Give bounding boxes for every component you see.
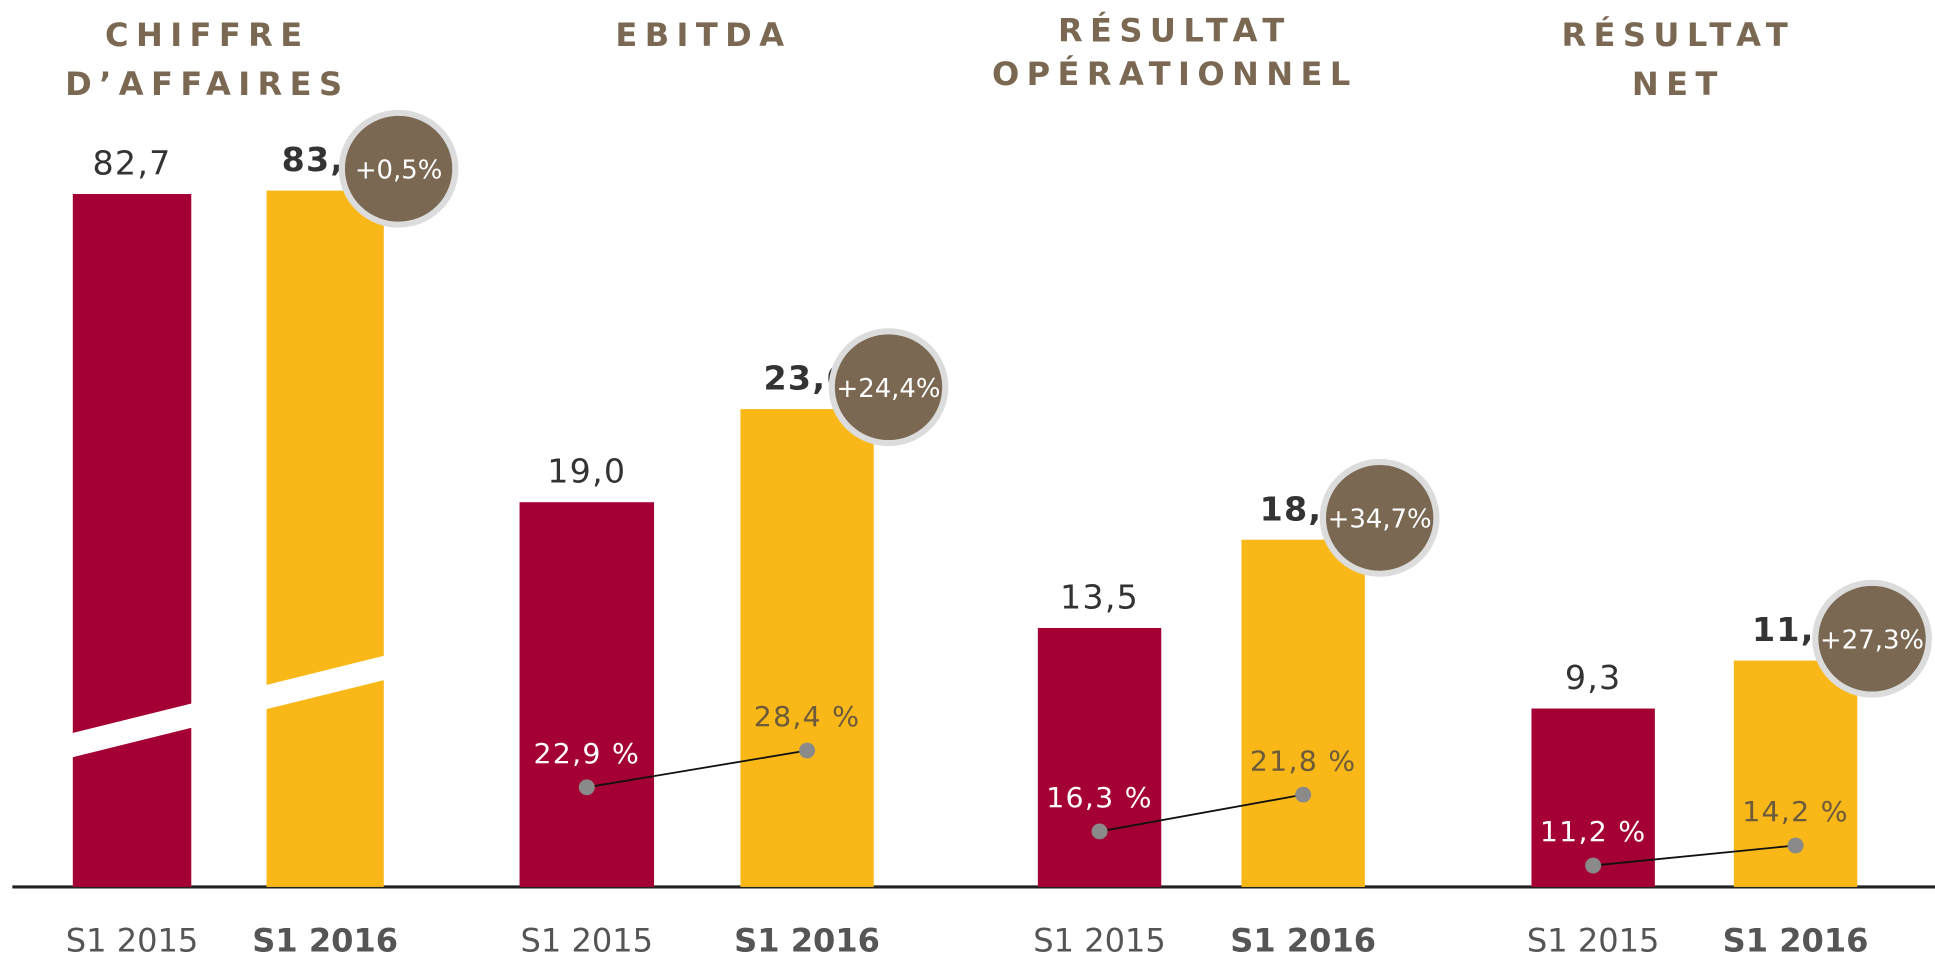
- change-label: +0,5%: [355, 156, 443, 186]
- change-badge: [1812, 579, 1932, 698]
- margin-label: 28,4 %: [754, 700, 861, 733]
- margin-label: 16,3 %: [1046, 781, 1153, 814]
- x-tick-label: S1 2016: [252, 922, 398, 960]
- change-label: +34,7%: [1328, 505, 1432, 535]
- margin-label: 14,2 %: [1742, 795, 1849, 828]
- x-tick-label: S1 2016: [734, 922, 880, 960]
- x-tick-label: S1 2015: [1033, 922, 1166, 960]
- bar: [1241, 539, 1365, 887]
- margin-label: 22,9 %: [534, 737, 641, 770]
- margin-line: [1593, 844, 1796, 867]
- x-tick-label: S1 2015: [520, 922, 653, 960]
- panel-title: OPÉRATIONNEL: [992, 55, 1358, 93]
- margin-dot: [799, 742, 816, 759]
- x-tick-label: S1 2015: [66, 922, 199, 960]
- panel-title: CHIFFRE: [105, 16, 310, 54]
- change-label: +24,4%: [837, 374, 941, 404]
- margin-dot: [1787, 837, 1804, 854]
- value-label: 82,7: [92, 144, 171, 183]
- margin-dot: [1585, 857, 1602, 874]
- bar: [740, 409, 874, 887]
- change-badge: [1319, 458, 1440, 577]
- bar: [519, 502, 655, 887]
- margin-label: 11,2 %: [1540, 815, 1647, 848]
- change-badge: [828, 328, 949, 447]
- bar: [1531, 708, 1655, 887]
- bar: [72, 193, 192, 887]
- value-label: 19,0: [547, 452, 626, 491]
- margin-dot: [1091, 823, 1108, 840]
- margin-label: 21,8 %: [1250, 745, 1357, 778]
- panel-title: NET: [1632, 65, 1725, 103]
- x-tick-label: S1 2016: [1230, 922, 1376, 960]
- x-tick-label: S1 2015: [1527, 922, 1660, 960]
- margin-line: [1099, 793, 1304, 833]
- change-badge: [338, 109, 459, 228]
- value-label: 9,3: [1565, 658, 1622, 697]
- panel-title: RÉSULTAT: [1058, 12, 1292, 50]
- x-tick-label: S1 2016: [1723, 922, 1869, 960]
- bar: [1037, 627, 1162, 887]
- panel-title: D’AFFAIRES: [65, 65, 349, 103]
- panel-title: RÉSULTAT: [1561, 16, 1795, 54]
- change-label: +27,3%: [1820, 626, 1924, 656]
- margin-dot: [578, 779, 595, 796]
- margin-line: [586, 749, 808, 789]
- panel-title: EBITDA: [615, 16, 791, 54]
- axis-break: [49, 650, 408, 764]
- bar: [266, 190, 384, 887]
- margin-dot: [1295, 786, 1312, 803]
- value-label: 13,5: [1060, 578, 1139, 617]
